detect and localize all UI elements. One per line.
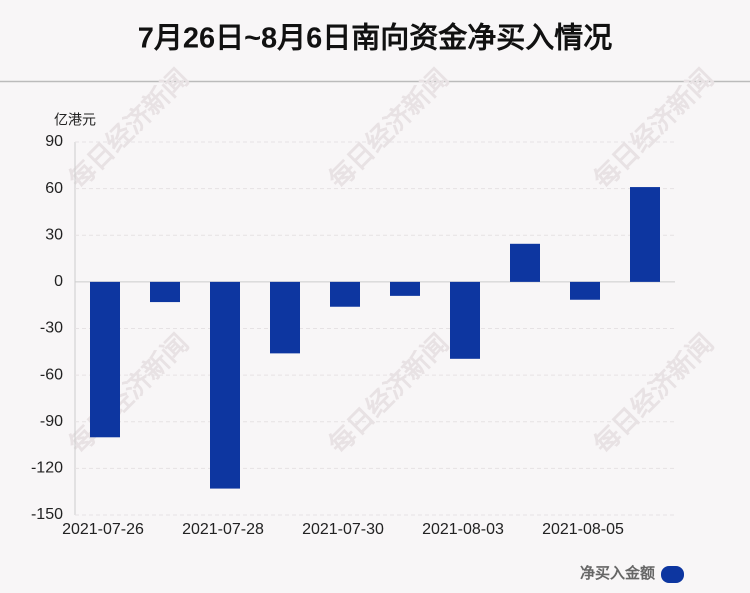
- bar: [270, 281, 300, 354]
- legend-label: 净买入金额: [580, 564, 655, 582]
- x-tick-label: 2021-07-26: [62, 521, 144, 538]
- y-tick-label: -120: [31, 460, 63, 477]
- x-tick-label: 2021-07-30: [302, 521, 384, 538]
- bar: [570, 281, 600, 300]
- y-tick-label: 60: [45, 180, 63, 197]
- x-tick-label: 2021-07-28: [182, 521, 264, 538]
- y-tick-label: 90: [45, 133, 63, 150]
- bar: [150, 281, 180, 303]
- y-tick-label: -60: [40, 366, 63, 383]
- bar: [90, 281, 120, 438]
- y-axis-label: 亿港元: [54, 112, 96, 128]
- bar: [210, 281, 240, 489]
- y-tick-label: 30: [45, 226, 63, 243]
- y-tick-label: -150: [31, 506, 63, 523]
- bar: [330, 281, 360, 307]
- bar: [450, 281, 480, 359]
- y-tick-label: -90: [40, 413, 63, 430]
- y-tick-label: -30: [40, 320, 63, 337]
- bar: [390, 281, 420, 296]
- x-tick-label: 2021-08-05: [542, 521, 624, 538]
- chart-title: 7月26日~8月6日南向资金净买入情况: [138, 21, 613, 55]
- y-tick-label: 0: [54, 273, 63, 290]
- legend-swatch: [661, 566, 684, 583]
- bar: [630, 187, 660, 282]
- bar: [510, 243, 540, 282]
- x-tick-label: 2021-08-03: [422, 521, 504, 538]
